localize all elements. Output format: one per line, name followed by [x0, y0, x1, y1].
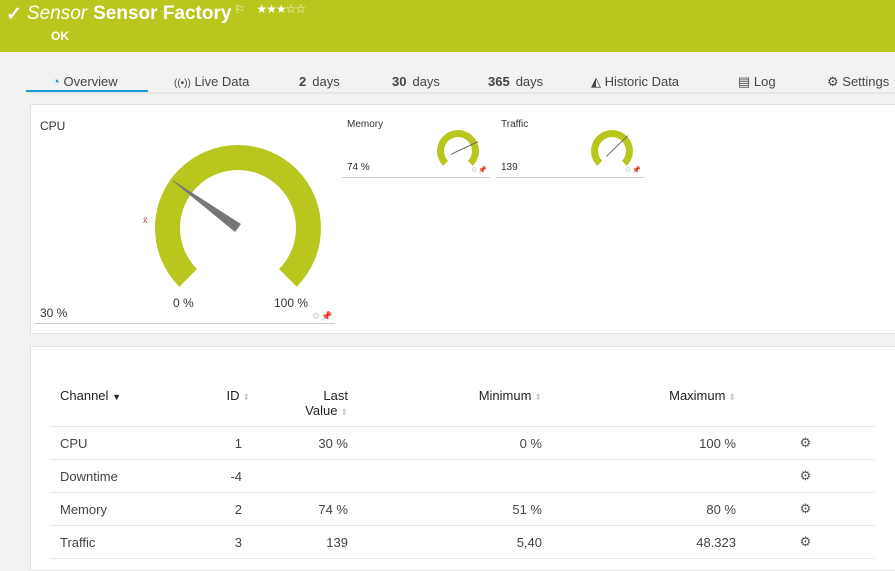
sort-icon: ⬍	[340, 407, 348, 417]
cell-channel[interactable]: Traffic	[50, 525, 210, 559]
traffic-gauge-label: Traffic	[501, 119, 529, 130]
traffic-gauge	[591, 130, 633, 166]
tab-365-days[interactable]: 365 days	[488, 74, 544, 89]
tab-overview[interactable]: ◔ Overview	[26, 70, 148, 92]
sort-icon: ⬍	[534, 392, 542, 402]
cell-minimum: 5,40	[348, 525, 542, 559]
tab-2-days[interactable]: 2 days	[299, 74, 340, 89]
table-row[interactable]: Downtime -4 ⚙	[50, 459, 875, 493]
cpu-gauge-label: CPU	[40, 119, 66, 133]
cell-id: 3	[210, 525, 250, 559]
sensor-title-line: ✓ Sensor Sensor Factory ⚐ ★★★☆☆	[6, 2, 306, 26]
channel-settings-icon[interactable]: ⚙	[736, 459, 875, 493]
status-text: OK	[51, 29, 69, 43]
cpu-gauge-needle	[168, 177, 241, 233]
last-value-header-line-1: Last	[323, 388, 348, 403]
cell-minimum: 0 %	[348, 426, 542, 460]
cell-maximum	[542, 459, 736, 493]
tab-bar: ◔ Overview ((•)) Live Data 2 days 30 days …	[26, 70, 895, 94]
gear-pin-icons[interactable]: ⚙📌	[312, 311, 334, 321]
col-actions	[736, 388, 875, 427]
traffic-gauge-arc	[591, 130, 633, 166]
table-header-row: Channel ▼ ID ⬍ Last Value ⬍ Minimum ⬍ Maximu…	[50, 388, 875, 427]
cell-last-value: 30 %	[250, 426, 348, 460]
cell-channel[interactable]: Downtime	[50, 459, 210, 493]
cpu-value: 30 %	[40, 306, 68, 320]
sensor-header: ✓ Sensor Sensor Factory ⚐ ★★★☆☆ OK	[0, 0, 895, 52]
gauge-icon: ◔	[52, 74, 60, 89]
divider	[496, 177, 644, 178]
tab-live-data[interactable]: ((•)) Live Data	[174, 74, 250, 89]
sort-icon: ⬍	[242, 392, 250, 402]
sensor-title: Sensor Sensor Factory ⚐	[26, 3, 245, 24]
col-id[interactable]: ID ⬍	[210, 388, 250, 427]
gear-icon: ⚙	[827, 74, 839, 89]
cell-last-value: 139	[250, 525, 348, 559]
tab-settings[interactable]: ⚙ Settings	[827, 74, 890, 89]
flag-icon[interactable]: ⚐	[234, 4, 245, 16]
channel-settings-icon[interactable]: ⚙	[736, 426, 875, 460]
divider	[35, 323, 335, 324]
memory-gauge-label: Memory	[347, 119, 384, 130]
col-minimum[interactable]: Minimum ⬍	[348, 388, 542, 427]
gear-pin-icons[interactable]: ⚙📌	[471, 167, 488, 174]
memory-gauge-arc	[437, 130, 479, 166]
cell-id: -4	[210, 459, 250, 493]
col-maximum[interactable]: Maximum ⬍	[542, 388, 736, 427]
cpu-max-label: 100 %	[274, 296, 309, 310]
cell-channel[interactable]: CPU	[50, 426, 210, 460]
cell-id: 2	[210, 492, 250, 526]
priority-stars[interactable]: ★★★☆☆	[256, 2, 306, 16]
cpu-gauge-arc	[155, 144, 321, 287]
traffic-gauge-needle	[605, 135, 629, 157]
cell-channel[interactable]: Memory	[50, 492, 210, 526]
cell-last-value: 74 %	[250, 492, 348, 526]
check-icon: ✓	[6, 4, 22, 25]
table-row[interactable]: CPU 1 30 % 0 % 100 % ⚙	[50, 426, 875, 460]
memory-gauge-needle	[450, 141, 479, 155]
channels-table: Channel ▼ ID ⬍ Last Value ⬍ Minimum ⬍ Maximu…	[50, 388, 875, 559]
sort-icon: ⬍	[728, 392, 736, 402]
cpu-min-label: 0 %	[173, 296, 194, 310]
list-icon: ▤	[738, 74, 751, 89]
channel-settings-icon[interactable]: ⚙	[736, 492, 875, 526]
tab-30-days[interactable]: 30 days	[392, 74, 440, 89]
sort-desc-icon: ▼	[112, 392, 121, 402]
col-last-value[interactable]: Last Value ⬍	[250, 388, 348, 427]
table-row[interactable]: Traffic 3 139 5,40 48.323 ⚙	[50, 525, 875, 559]
tab-historic-data[interactable]: ◭ Historic Data	[591, 74, 680, 89]
cell-minimum	[348, 459, 542, 493]
broadcast-icon: ((•))	[174, 78, 191, 89]
channel-settings-icon[interactable]: ⚙	[736, 525, 875, 559]
traffic-value: 139	[501, 162, 518, 173]
average-marker: x̄	[143, 215, 148, 225]
last-value-header-line-2: Value ⬍	[305, 403, 348, 418]
area-chart-icon: ◭	[591, 74, 601, 89]
cell-last-value	[250, 459, 348, 493]
memory-value: 74 %	[347, 162, 370, 173]
cell-minimum: 51 %	[348, 492, 542, 526]
cpu-gauge: x̄	[143, 144, 321, 287]
table-row[interactable]: Memory 2 74 % 51 % 80 % ⚙	[50, 492, 875, 526]
divider	[342, 177, 490, 178]
cell-id: 1	[210, 426, 250, 460]
col-channel[interactable]: Channel ▼	[50, 388, 210, 427]
cell-maximum: 100 %	[542, 426, 736, 460]
cell-maximum: 48.323	[542, 525, 736, 559]
memory-gauge	[437, 130, 479, 166]
cell-maximum: 80 %	[542, 492, 736, 526]
tab-log[interactable]: ▤ Log	[738, 74, 776, 89]
gear-pin-icons[interactable]: ⚙📌	[625, 167, 642, 174]
